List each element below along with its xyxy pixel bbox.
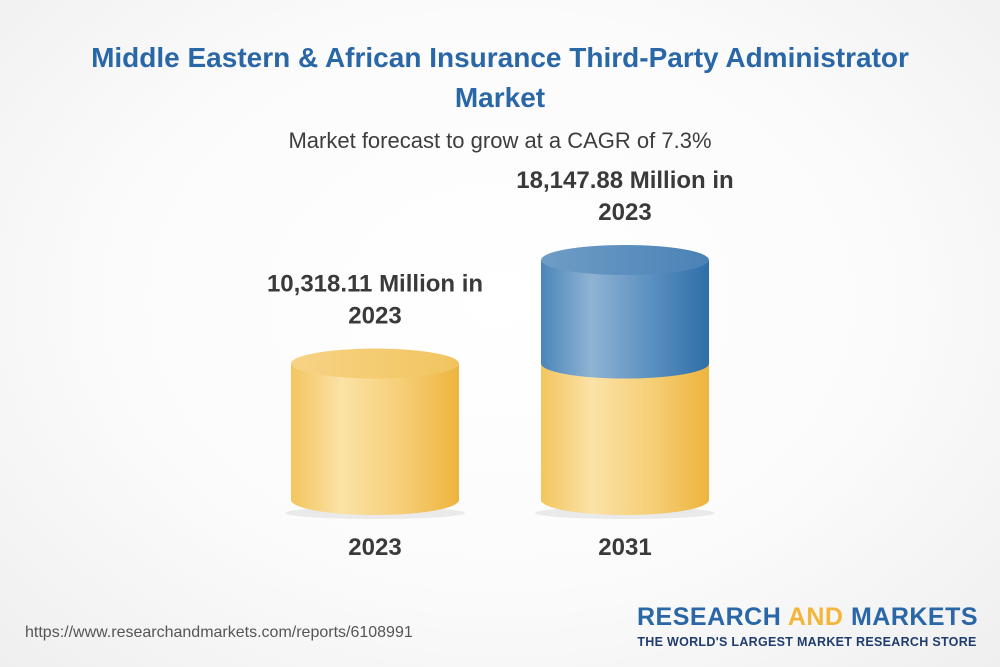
bar-2031-growth-body — [541, 260, 709, 379]
bar-2023-body — [291, 363, 459, 515]
logo-wordmark: RESEARCH AND MARKETS — [637, 603, 979, 631]
chart-title: Middle Eastern & African Insurance Third… — [91, 42, 909, 113]
bar-2031-growth-top — [541, 245, 709, 275]
category-label-2023: 2023 — [348, 534, 401, 561]
value-label-2023: 10,318.11 Million in 2023 — [267, 271, 483, 330]
bar-2023-top — [291, 348, 459, 379]
research-and-markets-logo: RESEARCH AND MARKETS THE WORLD'S LARGEST… — [637, 603, 979, 649]
value-label-2031: 18,147.88 Million in 2023 — [516, 167, 733, 226]
source-url: https://www.researchandmarkets.com/repor… — [25, 624, 413, 641]
logo-tagline: THE WORLD'S LARGEST MARKET RESEARCH STOR… — [637, 635, 977, 649]
bar-2031-base-body — [541, 363, 709, 515]
category-label-2031: 2031 — [598, 534, 651, 561]
chart-subtitle: Market forecast to grow at a CAGR of 7.3… — [288, 128, 712, 153]
